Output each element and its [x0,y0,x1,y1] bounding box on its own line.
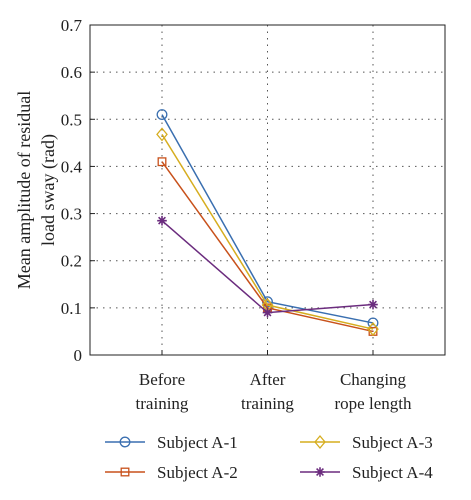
grid [90,25,445,355]
y-tick-label: 0 [74,346,83,365]
x-axis-ticks: Before training After training Changing rope … [136,350,412,413]
series-3 [156,127,379,337]
y-tick-label: 0.5 [61,110,82,129]
data-point-star [262,307,273,318]
x-tick-label: Before [139,370,185,389]
data-point-square [157,157,167,167]
legend: Subject A-1 Subject A-2 Subject A-3 Subject… [105,433,433,482]
y-axis-ticks: 0 0.1 0.2 0.3 0.4 0.5 0.6 0.7 [61,16,95,365]
legend-label: Subject A-1 [157,433,238,452]
data-point-circle [119,436,131,448]
legend-item: Subject A-2 [105,463,238,482]
legend-label: Subject A-2 [157,463,238,482]
data-point-diamond [156,127,168,142]
data-point-star [368,299,378,310]
y-tick-label: 0.1 [61,299,82,318]
data-point-square [120,467,130,477]
y-axis-title-line: load sway (rad) [38,134,59,246]
x-tick-label: training [136,394,189,413]
y-tick-label: 0.6 [61,63,82,82]
legend-item: Subject A-3 [300,433,433,452]
series-4 [157,215,378,318]
legend-item: Subject A-4 [300,463,433,482]
legend-label: Subject A-4 [352,463,433,482]
y-axis-title: Mean amplitude of residual load sway (rad… [14,91,59,289]
data-point-star [157,215,167,226]
y-tick-label: 0.4 [61,157,83,176]
y-tick-label: 0.3 [61,205,82,224]
x-tick-label: Changing [340,370,407,389]
data-point-star [315,467,325,477]
data-point-diamond [314,434,326,450]
x-tick-label: training [241,394,294,413]
data-point-circle [156,109,168,121]
x-tick-label: rope length [335,394,412,413]
x-tick-label: After [250,370,286,389]
series-line [161,114,374,324]
legend-item: Subject A-1 [105,433,238,452]
data-point-diamond [367,322,379,337]
legend-label: Subject A-3 [352,433,433,452]
series-line [161,133,374,330]
series-group [156,109,379,337]
y-tick-label: 0.7 [61,16,83,35]
y-tick-label: 0.2 [61,252,82,271]
y-axis-title-line: Mean amplitude of residual [14,91,34,289]
